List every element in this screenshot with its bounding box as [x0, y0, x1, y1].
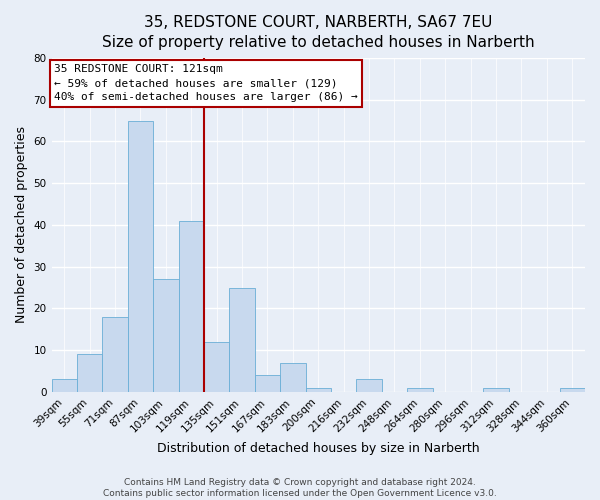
- X-axis label: Distribution of detached houses by size in Narberth: Distribution of detached houses by size …: [157, 442, 479, 455]
- Bar: [305, 388, 331, 392]
- Bar: [280, 362, 305, 392]
- Bar: [128, 120, 153, 392]
- Bar: [103, 317, 128, 392]
- Bar: [153, 279, 179, 392]
- Bar: [484, 388, 509, 392]
- Bar: [77, 354, 103, 392]
- Text: 35 REDSTONE COURT: 121sqm
← 59% of detached houses are smaller (129)
40% of semi: 35 REDSTONE COURT: 121sqm ← 59% of detac…: [54, 64, 358, 102]
- Bar: [560, 388, 585, 392]
- Bar: [204, 342, 229, 392]
- Bar: [356, 380, 382, 392]
- Bar: [52, 380, 77, 392]
- Bar: [229, 288, 255, 392]
- Bar: [179, 221, 204, 392]
- Bar: [255, 375, 280, 392]
- Bar: [407, 388, 433, 392]
- Text: Contains HM Land Registry data © Crown copyright and database right 2024.
Contai: Contains HM Land Registry data © Crown c…: [103, 478, 497, 498]
- Y-axis label: Number of detached properties: Number of detached properties: [15, 126, 28, 324]
- Title: 35, REDSTONE COURT, NARBERTH, SA67 7EU
Size of property relative to detached hou: 35, REDSTONE COURT, NARBERTH, SA67 7EU S…: [102, 15, 535, 50]
